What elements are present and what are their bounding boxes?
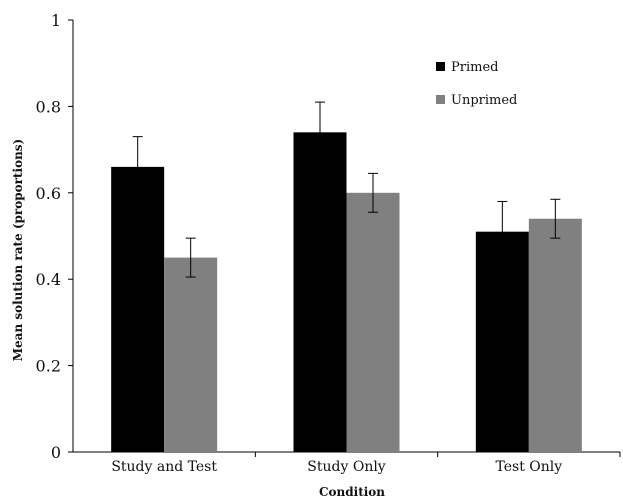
y-tick-label: 0.4 — [36, 270, 61, 289]
bar-primed — [475, 231, 529, 452]
y-tick-label: 0.2 — [36, 357, 61, 376]
y-axis-title: Mean solution rate (proportions) — [11, 139, 25, 361]
bar-unprimed — [164, 257, 218, 452]
bar-primed — [293, 132, 347, 452]
y-tick-label: 0.8 — [36, 97, 61, 116]
x-axis-title: Condition — [319, 485, 385, 499]
y-tick-label: 1 — [51, 11, 61, 30]
legend-swatch-unprimed — [436, 95, 445, 104]
y-tick-label: 0.6 — [36, 184, 61, 203]
legend-label-unprimed: Unprimed — [451, 93, 517, 108]
bar-unprimed — [346, 192, 400, 453]
bars — [111, 132, 582, 453]
bar-unprimed — [528, 218, 582, 452]
bar-primed — [111, 166, 165, 452]
x-tick-label: Test Only — [495, 459, 562, 475]
error-bars — [132, 101, 561, 278]
y-tick-label: 0 — [51, 443, 61, 462]
x-axis: Study and Test Study Only Test Only — [73, 451, 621, 475]
legend: Primed Unprimed — [436, 60, 517, 108]
legend-swatch-primed — [436, 62, 445, 71]
legend-label-primed: Primed — [451, 60, 498, 75]
x-tick-label: Study Only — [307, 459, 386, 475]
y-axis: 0 0.2 0.4 0.6 0.8 1 — [36, 11, 74, 462]
x-tick-label: Study and Test — [111, 459, 217, 475]
